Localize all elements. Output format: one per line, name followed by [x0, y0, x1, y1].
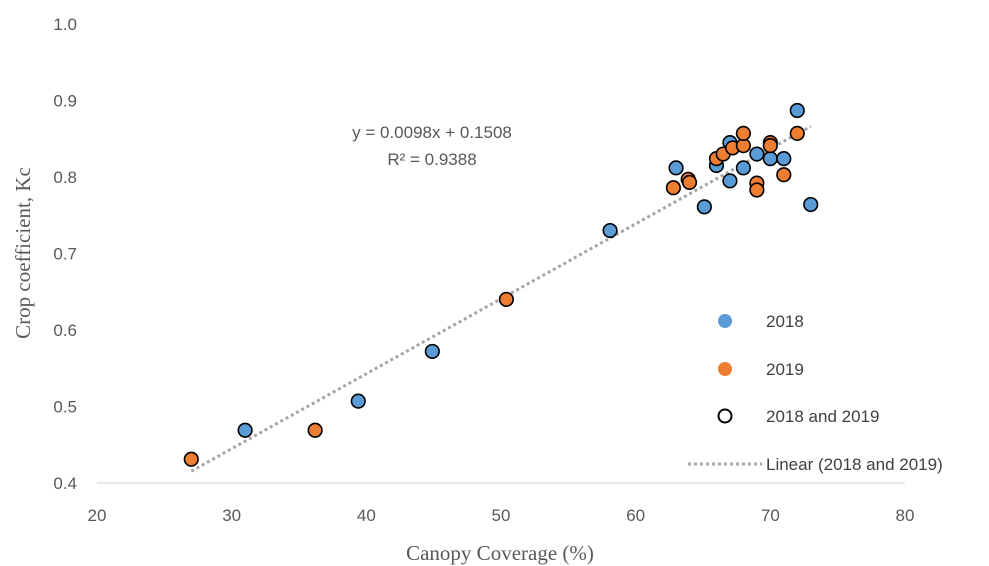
legend-marker-2018	[718, 314, 732, 328]
x-tick-labels: 20 30 40 50 60 70 80	[88, 506, 915, 525]
point-2018	[237, 422, 253, 438]
point-2019	[735, 125, 752, 141]
y-tick-label: 0.4	[53, 474, 77, 493]
legend-marker-2019	[718, 362, 732, 376]
point-2018	[722, 173, 738, 189]
y-tick-labels: 0.4 0.5 0.6 0.7 0.8 0.9 1.0	[53, 15, 77, 493]
point-2019	[789, 125, 805, 141]
legend-label: 2019	[766, 360, 804, 379]
y-tick-label: 0.8	[53, 168, 77, 187]
x-tick-label: 70	[761, 506, 780, 525]
point-2018	[350, 393, 366, 409]
x-tick-label: 20	[88, 506, 107, 525]
y-tick-label: 0.6	[53, 321, 77, 340]
point-2018	[696, 199, 712, 215]
point-2019	[665, 180, 681, 196]
point-2019	[498, 291, 514, 308]
legend-label: Linear (2018 and 2019)	[766, 455, 943, 474]
point-2019	[749, 182, 765, 198]
legend-label: 2018	[766, 312, 804, 331]
x-tick-label: 80	[896, 506, 915, 525]
x-tick-label: 50	[492, 506, 511, 525]
point-2019	[307, 422, 323, 438]
legend-marker-combined	[717, 408, 733, 424]
point-2018	[776, 151, 792, 167]
data-points	[183, 102, 819, 467]
point-2018	[735, 160, 752, 176]
x-tick-label: 40	[357, 506, 376, 525]
point-2019	[183, 451, 199, 467]
x-tick-label: 60	[626, 506, 645, 525]
y-tick-label: 0.9	[53, 92, 77, 111]
trend-equation: y = 0.0098x + 0.1508	[352, 123, 512, 142]
point-2018	[762, 151, 778, 167]
y-tick-label: 0.5	[53, 398, 77, 417]
legend-label: 2018 and 2019	[766, 407, 879, 426]
point-2018	[424, 343, 440, 360]
point-2018	[789, 102, 805, 119]
x-tick-label: 30	[222, 506, 241, 525]
point-2018	[803, 196, 819, 213]
y-tick-label: 1.0	[53, 15, 77, 34]
point-2019	[776, 167, 792, 183]
point-2018	[749, 146, 765, 162]
point-2018	[668, 160, 684, 176]
trend-r-squared: R² = 0.9388	[387, 150, 476, 169]
point-2018	[602, 222, 618, 239]
legend: 2018 2019 2018 and 2019 Linear (2018 and 20…	[688, 312, 943, 474]
y-axis-title: Crop coefficient, Kc	[11, 167, 35, 339]
point-2019	[762, 138, 778, 154]
x-axis-title: Canopy Coverage (%)	[406, 541, 594, 565]
y-tick-label: 0.7	[53, 245, 77, 264]
point-2019	[681, 174, 698, 190]
